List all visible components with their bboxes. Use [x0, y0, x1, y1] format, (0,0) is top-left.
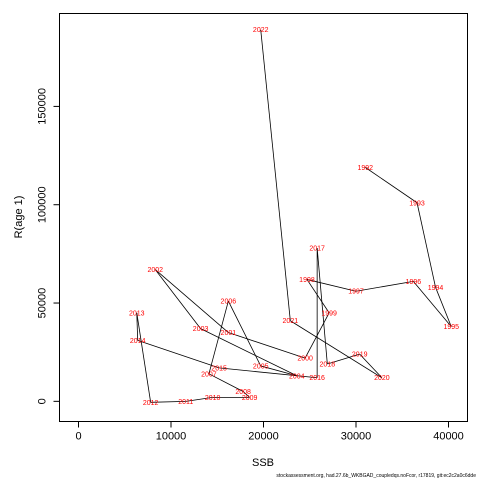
point-label-2016: 2016 — [309, 375, 325, 382]
series-segment — [355, 281, 414, 292]
series-segment — [242, 391, 250, 398]
footer-text: stockassessment.org, had.27.6b_WKBGAD_co… — [276, 473, 476, 479]
point-label-1996: 1996 — [406, 279, 422, 286]
point-label-1999: 1999 — [321, 310, 337, 317]
series-segment — [136, 312, 152, 403]
point-label-1994: 1994 — [428, 285, 444, 292]
series-segment — [228, 332, 306, 359]
y-tick-label: 0 — [37, 398, 49, 404]
series-segment — [435, 287, 452, 327]
series-segment — [306, 279, 330, 314]
series-segment — [155, 269, 229, 333]
point-label-2017: 2017 — [309, 245, 325, 252]
point-label-2003: 2003 — [193, 326, 209, 333]
x-tick-label: 40000 — [433, 431, 464, 443]
series-segment — [327, 353, 360, 365]
point-label-1997: 1997 — [348, 289, 364, 296]
point-label-2008: 2008 — [235, 389, 251, 396]
series-segment — [208, 300, 229, 374]
series-segment — [219, 367, 318, 379]
point-label-2009: 2009 — [242, 395, 258, 402]
point-label-2004: 2004 — [289, 373, 305, 380]
series-segment — [200, 328, 297, 377]
point-label-2015: 2015 — [211, 365, 227, 372]
series-segment — [290, 320, 383, 379]
series-segment — [154, 269, 201, 329]
series-line — [136, 29, 452, 403]
point-label-1993: 1993 — [409, 200, 425, 207]
y-tick-label: 50000 — [37, 288, 49, 319]
point-label-2019: 2019 — [352, 352, 368, 359]
point-label-1998: 1998 — [299, 277, 315, 284]
y-tick-label: 150000 — [37, 88, 49, 125]
x-tick-label: 10000 — [156, 431, 187, 443]
x-tick-label: 30000 — [341, 431, 372, 443]
point-label-2007: 2007 — [201, 371, 217, 378]
series-segment — [359, 353, 383, 379]
series-segment — [416, 202, 436, 288]
point-label-2014: 2014 — [130, 338, 146, 345]
series-segment — [208, 373, 244, 392]
point-label-1995: 1995 — [443, 324, 459, 331]
point-label-2020: 2020 — [374, 375, 390, 382]
series-segment — [227, 300, 262, 367]
x-axis: 0 10000 20000 30000 40000 — [75, 421, 464, 443]
series-segment — [137, 340, 220, 369]
series-segment — [260, 365, 297, 377]
point-label-1992: 1992 — [357, 165, 373, 172]
y-tick-label: 100000 — [37, 186, 49, 223]
point-labels: 1992 1993 1994 1995 1996 1997 1998 1999 2000 2001… — [129, 27, 459, 407]
plot-frame — [59, 13, 468, 422]
x-tick-label: 0 — [75, 431, 81, 443]
point-label-2012: 2012 — [143, 400, 159, 407]
point-label-2002: 2002 — [147, 267, 163, 274]
series-segment — [136, 312, 139, 341]
point-label-2022: 2022 — [253, 27, 269, 34]
x-axis-label: SSB — [252, 457, 274, 469]
x-tick-label: 20000 — [248, 431, 279, 443]
series-segment — [306, 279, 357, 292]
series-segment — [150, 400, 186, 403]
y-axis-label: R(age 1) — [13, 196, 25, 239]
point-label-2013: 2013 — [129, 310, 145, 317]
point-label-2005: 2005 — [253, 363, 269, 370]
point-label-2011: 2011 — [178, 399, 193, 406]
series-segment — [365, 167, 418, 204]
point-label-2001: 2001 — [221, 330, 237, 337]
series-segment — [260, 29, 291, 321]
point-label-2010: 2010 — [205, 395, 221, 402]
point-label-2006: 2006 — [221, 299, 237, 306]
point-label-2018: 2018 — [320, 361, 336, 368]
series-segment — [185, 397, 213, 402]
series-segment — [316, 247, 328, 365]
y-axis: 0 50000 100000 150000 — [37, 88, 60, 404]
point-label-2021: 2021 — [283, 318, 299, 325]
series-segment — [413, 281, 452, 327]
point-label-2000: 2000 — [297, 356, 313, 363]
